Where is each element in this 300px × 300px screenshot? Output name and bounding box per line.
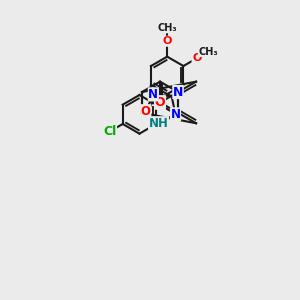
Text: N: N: [173, 85, 183, 98]
Text: O: O: [141, 105, 151, 118]
Text: Cl: Cl: [103, 125, 116, 138]
Text: O: O: [192, 53, 202, 63]
Text: O: O: [163, 36, 172, 46]
Text: O: O: [155, 96, 165, 109]
Text: N: N: [170, 108, 181, 121]
Text: CH₃: CH₃: [199, 46, 218, 57]
Text: N: N: [148, 88, 158, 101]
Text: NH: NH: [148, 117, 169, 130]
Text: CH₃: CH₃: [158, 23, 177, 33]
Text: O: O: [155, 96, 165, 109]
